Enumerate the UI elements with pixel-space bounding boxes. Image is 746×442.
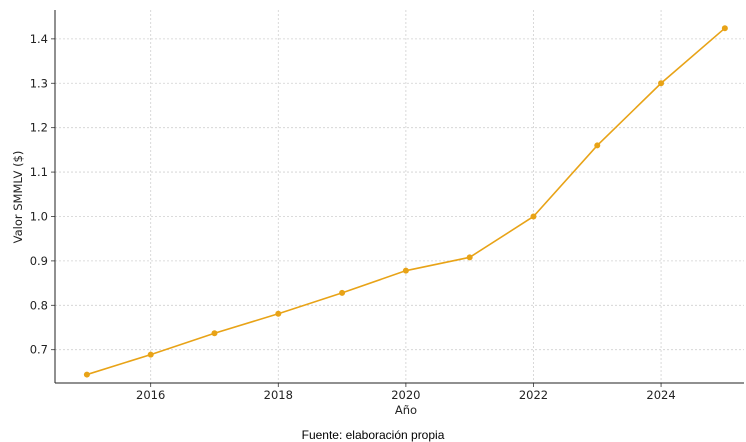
y-tick-label: 0.7	[30, 343, 48, 357]
x-axis-label: Año	[395, 403, 417, 417]
y-tick-label: 1.2	[30, 121, 48, 135]
y-tick-label: 1.1	[30, 165, 48, 179]
data-point	[530, 213, 537, 220]
data-point	[721, 25, 728, 32]
x-tick-label: 2024	[646, 388, 675, 402]
data-point	[275, 310, 282, 317]
data-point	[147, 351, 154, 358]
data-point	[211, 330, 218, 337]
y-tick-label: 1.0	[30, 209, 48, 223]
y-tick-label: 1.3	[30, 76, 48, 90]
y-axis-label: Valor SMMLV ($)	[11, 151, 25, 244]
y-tick-label: 1.4	[30, 32, 48, 46]
y-tick-label: 0.8	[30, 298, 48, 312]
x-tick-label: 2020	[391, 388, 420, 402]
grid-lines	[55, 10, 744, 383]
x-tick-label: 2016	[136, 388, 165, 402]
x-tick-label: 2018	[264, 388, 293, 402]
data-point	[658, 80, 665, 87]
data-point	[594, 142, 601, 149]
data-point	[466, 254, 473, 261]
axes	[51, 10, 744, 387]
data-point	[339, 289, 346, 296]
source-note: Fuente: elaboración propia	[301, 428, 445, 442]
x-tick-label: 2022	[519, 388, 548, 402]
data-point	[402, 267, 409, 274]
data-point	[83, 371, 90, 378]
series-layer	[83, 25, 728, 378]
tick-labels: 2016 2018 2020 2022 2024 0.7 0.8 0.9 1.0 1.1 1.2 1.…	[30, 32, 676, 402]
y-tick-label: 0.9	[30, 254, 48, 268]
